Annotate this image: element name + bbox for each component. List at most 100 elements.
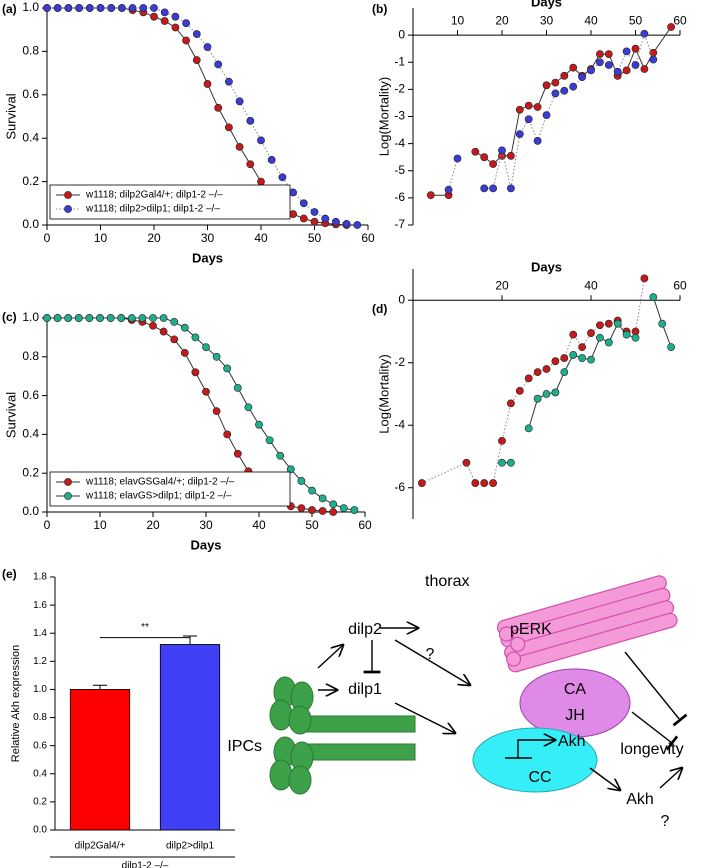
data-point — [138, 314, 147, 322]
data-point — [596, 50, 604, 59]
data-point — [640, 29, 649, 38]
data-point — [310, 208, 319, 216]
y-tick-label: 0.8 — [22, 349, 39, 363]
data-point — [560, 354, 569, 362]
data-point — [551, 78, 560, 87]
node-label: ? — [426, 646, 435, 663]
y-axis-title: Relative Akh expression — [10, 645, 22, 762]
data-point — [569, 82, 578, 91]
data-point — [64, 314, 73, 322]
node-label: CA — [564, 681, 587, 698]
data-point — [223, 364, 232, 373]
data-point — [560, 368, 569, 377]
data-point — [350, 506, 359, 514]
y-tick-label: 0.8 — [22, 44, 39, 58]
x-tick-label: 0 — [44, 518, 51, 532]
y-tick-label: -1 — [394, 54, 405, 68]
y-tick-label: 0.2 — [22, 174, 39, 188]
data-point — [444, 185, 453, 194]
x-tick-label: 20 — [495, 13, 509, 27]
data-point — [192, 56, 201, 64]
legend-label: w1118; elavGSGal4/+; dilp1-2 –/– — [85, 477, 235, 488]
data-point — [214, 103, 223, 112]
data-point — [182, 36, 190, 45]
x-tick-label: dilp2>dilp1 — [166, 841, 215, 852]
data-point — [160, 8, 169, 17]
y-tick-label: -5 — [394, 163, 405, 177]
data-point — [139, 4, 148, 12]
x-tick-label: 60 — [361, 231, 375, 245]
data-point — [515, 386, 524, 395]
arrow — [659, 768, 682, 789]
data-point — [74, 314, 83, 322]
data-point — [212, 407, 221, 416]
x-tick-label: 50 — [308, 231, 322, 245]
data-point — [533, 103, 542, 111]
node-label: dilp1 — [348, 681, 382, 698]
data-point — [244, 403, 253, 412]
x-tick-label: 40 — [252, 518, 266, 532]
y-tick-label: -6 — [394, 190, 405, 204]
node-label: JH — [565, 707, 585, 724]
data-point — [339, 504, 348, 513]
y-tick-label: 0.4 — [22, 427, 39, 441]
data-point — [622, 330, 631, 339]
data-point — [506, 184, 515, 193]
x-tick-label: 20 — [146, 518, 160, 532]
data-point — [171, 23, 180, 32]
data-point — [53, 4, 62, 12]
data-point — [257, 136, 265, 145]
x-tick-label: 40 — [254, 231, 268, 245]
panel-label: (c) — [2, 310, 17, 324]
data-point — [106, 314, 115, 322]
legend-label: w1118; elavGS>dilp1; dilp1-2 –/– — [85, 491, 232, 502]
data-point — [278, 173, 287, 182]
y-tick-label: 1.0 — [33, 684, 47, 695]
data-point — [569, 330, 578, 339]
data-point — [276, 451, 285, 460]
data-point — [489, 184, 497, 193]
node-label: CC — [528, 769, 551, 786]
data-point — [299, 199, 308, 208]
y-tick-label: 0.0 — [33, 825, 47, 836]
data-point — [117, 314, 126, 322]
data-point — [191, 333, 200, 342]
data-point — [578, 354, 586, 362]
data-point — [203, 80, 212, 88]
data-point — [498, 436, 506, 445]
x-tick-label: dilp2Gal4/+ — [75, 841, 126, 852]
x-tick-label: 60 — [673, 13, 687, 27]
data-point — [203, 43, 212, 51]
bar — [69, 689, 131, 831]
data-point — [453, 154, 462, 163]
data-point — [471, 147, 480, 156]
data-point — [533, 368, 542, 377]
data-point — [170, 317, 179, 326]
data-point — [267, 155, 276, 164]
data-point — [297, 477, 306, 485]
data-point — [578, 73, 586, 82]
y-tick-label: 1.8 — [33, 572, 47, 583]
data-point — [506, 399, 515, 408]
data-point — [667, 343, 675, 352]
data-point — [631, 44, 640, 53]
y-axis-title: Survival — [3, 392, 18, 438]
data-point — [43, 4, 51, 12]
data-point — [515, 130, 524, 139]
group-label: dilp1-2 –/– — [122, 861, 169, 868]
data-point — [498, 458, 506, 467]
data-point — [596, 333, 604, 342]
data-point — [257, 177, 265, 186]
data-point — [170, 335, 179, 344]
data-point — [613, 319, 622, 328]
y-tick-label: 0 — [398, 27, 405, 41]
data-point — [631, 333, 640, 342]
data-point — [329, 500, 338, 509]
inhibit — [631, 711, 679, 751]
diagram: thorax pERK dilp2 dilp1 ? CA JH IPCs Akh… — [227, 573, 688, 830]
data-point — [171, 12, 180, 21]
data-point — [587, 355, 595, 364]
data-point — [353, 221, 362, 229]
x-axis-title: Days — [192, 250, 223, 265]
